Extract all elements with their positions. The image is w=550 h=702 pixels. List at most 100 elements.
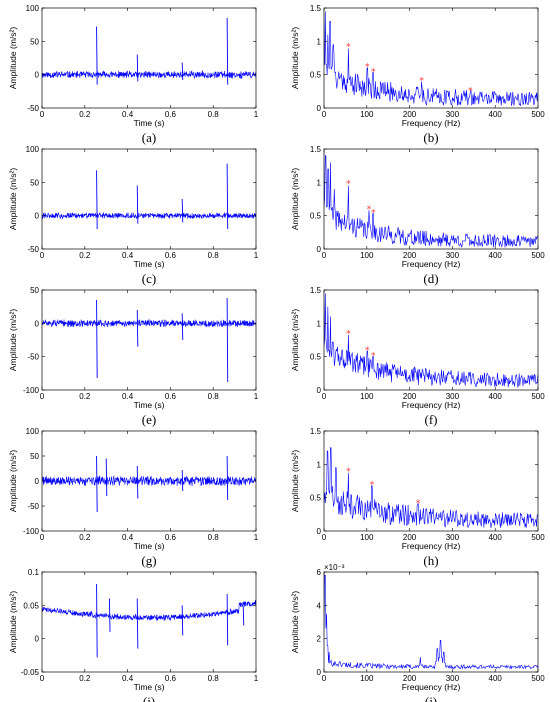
y-tick-label: 1 bbox=[317, 178, 322, 187]
x-tick-label: 1 bbox=[254, 674, 259, 683]
impulse-spike-2 bbox=[136, 309, 139, 347]
peak-marker-3: * bbox=[371, 351, 376, 361]
x-tick-label: 0.8 bbox=[208, 251, 220, 260]
y-tick-label: 50 bbox=[30, 37, 39, 46]
y-tick-label: -50 bbox=[27, 502, 39, 511]
x-tick-label: 0.6 bbox=[165, 533, 177, 542]
y-axis-label: Amplitude (m/s²) bbox=[8, 27, 18, 90]
spectrum-trace bbox=[324, 155, 538, 248]
y-axis-label: Amplitude (m/s²) bbox=[290, 309, 300, 372]
x-tick-label: 0.6 bbox=[165, 674, 177, 683]
y-tick-label: 50 bbox=[30, 452, 39, 461]
x-tick-label: 0.8 bbox=[208, 533, 220, 542]
peak-marker-2: * bbox=[365, 346, 370, 356]
peak-marker-2: * bbox=[367, 205, 372, 215]
y-axis-label: Amplitude (m/s²) bbox=[290, 591, 300, 654]
signal-trace bbox=[42, 600, 256, 622]
y-tick-label: 1.5 bbox=[310, 4, 322, 13]
x-tick-label: 0 bbox=[322, 110, 327, 119]
peak-marker-1: * bbox=[346, 329, 351, 339]
panel-caption: (e) bbox=[142, 412, 156, 427]
y-axis-label: Amplitude (m/s²) bbox=[290, 27, 300, 90]
x-tick-label: 0 bbox=[322, 533, 327, 542]
x-tick-label: 0.8 bbox=[208, 392, 220, 401]
y-tick-label: -0.05 bbox=[21, 668, 40, 677]
y-tick-label: 1.5 bbox=[310, 286, 322, 295]
impulse-spike-2 bbox=[108, 598, 111, 633]
impulse-spike-4 bbox=[181, 469, 184, 492]
x-tick-label: 0 bbox=[40, 533, 45, 542]
impulse-spike-4 bbox=[181, 605, 184, 636]
x-tick-label: 100 bbox=[360, 533, 374, 542]
x-tick-label: 500 bbox=[531, 674, 545, 683]
y-tick-label: 4 bbox=[317, 601, 322, 610]
y-tick-label: -50 bbox=[27, 104, 39, 113]
spectrum-trace bbox=[324, 575, 538, 670]
axes-frame bbox=[323, 430, 539, 532]
axes-frame bbox=[323, 148, 539, 250]
panel-caption: (c) bbox=[142, 271, 156, 286]
x-tick-label: 0.6 bbox=[165, 392, 177, 401]
x-tick-label: 400 bbox=[489, 110, 503, 119]
impulse-spike-4 bbox=[226, 297, 229, 383]
peak-marker-1: * bbox=[346, 467, 351, 477]
y-tick-label: 1.5 bbox=[310, 427, 322, 436]
x-axis-label: Frequency (Hz) bbox=[402, 259, 461, 269]
y-tick-label: 1 bbox=[317, 460, 322, 469]
y-tick-label: -100 bbox=[23, 527, 40, 536]
x-tick-label: 0.6 bbox=[165, 110, 177, 119]
x-tick-label: 0.2 bbox=[79, 392, 91, 401]
x-tick-label: 400 bbox=[489, 392, 503, 401]
x-tick-label: 0.6 bbox=[165, 251, 177, 260]
peak-marker-3: * bbox=[371, 67, 376, 77]
x-tick-label: 0 bbox=[40, 674, 45, 683]
x-tick-label: 400 bbox=[489, 533, 503, 542]
panel-caption: (b) bbox=[423, 130, 438, 145]
y-exponent-label: ×10⁻³ bbox=[324, 563, 345, 572]
x-axis-label: Time (s) bbox=[134, 541, 165, 551]
x-tick-label: 500 bbox=[531, 251, 545, 260]
y-axis-label: Amplitude (m/s²) bbox=[8, 168, 18, 231]
y-tick-label: -50 bbox=[27, 245, 39, 254]
x-axis-label: Time (s) bbox=[134, 682, 165, 692]
peak-marker-1: * bbox=[346, 43, 351, 53]
y-tick-label: 1 bbox=[317, 37, 322, 46]
y-tick-label: 1.5 bbox=[310, 145, 322, 154]
signal-trace bbox=[42, 70, 256, 80]
x-tick-label: 400 bbox=[489, 674, 503, 683]
x-tick-label: 200 bbox=[403, 392, 417, 401]
x-tick-label: 500 bbox=[531, 110, 545, 119]
impulse-spike-3 bbox=[136, 465, 139, 499]
x-tick-label: 1 bbox=[254, 110, 259, 119]
y-tick-label: 100 bbox=[26, 4, 40, 13]
x-tick-label: 0 bbox=[322, 674, 327, 683]
x-tick-label: 100 bbox=[360, 251, 374, 260]
peak-marker-4: * bbox=[419, 77, 424, 87]
panel-caption: (f) bbox=[425, 412, 438, 427]
impulse-spike-3 bbox=[181, 313, 184, 341]
x-tick-label: 300 bbox=[446, 110, 460, 119]
axes-frame bbox=[323, 571, 539, 673]
y-tick-label: 0.5 bbox=[310, 494, 322, 503]
y-tick-label: 2 bbox=[317, 635, 322, 644]
spectrum-trace bbox=[324, 447, 538, 528]
y-tick-label: 0.1 bbox=[28, 568, 40, 577]
impulse-spike-2 bbox=[136, 185, 139, 224]
y-tick-label: 0 bbox=[35, 477, 40, 486]
x-tick-label: 0 bbox=[322, 251, 327, 260]
x-tick-label: 0 bbox=[40, 110, 45, 119]
x-tick-label: 200 bbox=[403, 533, 417, 542]
x-tick-label: 1 bbox=[254, 392, 259, 401]
x-tick-label: 0 bbox=[40, 251, 45, 260]
y-tick-label: 0 bbox=[35, 212, 40, 221]
y-tick-label: 0 bbox=[35, 635, 40, 644]
y-tick-label: 0 bbox=[317, 668, 322, 677]
impulse-spike-1 bbox=[96, 583, 98, 658]
x-axis-label: Time (s) bbox=[134, 400, 165, 410]
y-axis-label: Amplitude (m/s²) bbox=[290, 450, 300, 513]
x-tick-label: 0.4 bbox=[122, 110, 134, 119]
